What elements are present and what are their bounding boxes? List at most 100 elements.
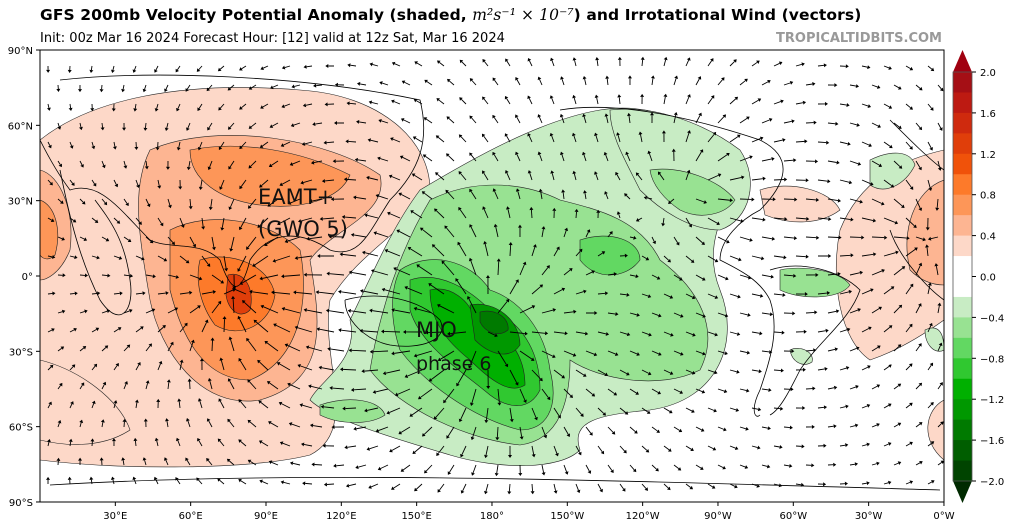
wind-vector <box>259 217 269 227</box>
wind-vector <box>358 121 367 124</box>
wind-vector <box>509 369 518 384</box>
wind-vector-head <box>78 126 83 131</box>
lon-tick-label: 120°W <box>626 511 660 522</box>
wind-vector-head <box>437 304 441 308</box>
wind-vector-head <box>868 143 872 147</box>
wind-vector-head <box>121 88 126 93</box>
wind-vector <box>663 255 670 261</box>
wind-vector <box>506 135 511 143</box>
wind-vector-head <box>447 78 451 83</box>
wind-vector <box>207 460 213 466</box>
wind-vector-head <box>218 398 222 402</box>
wind-vector <box>113 328 120 333</box>
wind-vector <box>659 173 665 181</box>
wind-vector <box>167 308 176 314</box>
wind-vector <box>607 464 613 471</box>
wind-vector <box>827 273 838 276</box>
wind-vector-head <box>940 460 944 464</box>
wind-vector-head <box>845 366 850 370</box>
wind-vector <box>303 443 313 447</box>
wind-vector <box>79 160 83 166</box>
wind-vector <box>422 229 433 238</box>
wind-vector-head <box>436 60 441 64</box>
wind-vector-head <box>350 232 355 237</box>
wind-vector <box>300 365 313 371</box>
wind-vector-head <box>156 398 161 402</box>
lon-tick-label: 120°E <box>326 511 356 522</box>
wind-vector-head <box>413 353 418 358</box>
wind-vector-head <box>880 201 885 206</box>
wind-vector <box>827 425 834 428</box>
wind-vector-head <box>389 448 393 453</box>
wind-vector <box>641 255 647 260</box>
wind-vector <box>616 174 621 181</box>
wind-vector-head <box>780 406 784 411</box>
wind-vector <box>517 191 521 200</box>
wind-vector-head <box>861 235 865 240</box>
wind-vector <box>553 407 560 417</box>
wind-vector-head <box>198 186 203 190</box>
wind-vector <box>729 255 739 260</box>
wind-vector-head <box>289 461 294 466</box>
wind-vector <box>751 217 763 221</box>
wind-vector-head <box>329 386 333 391</box>
wind-vector-head <box>675 241 680 246</box>
wind-vector <box>707 174 719 181</box>
wind-vector-head <box>737 294 741 299</box>
wind-vector-head <box>347 63 351 68</box>
wind-vector-head <box>164 457 168 461</box>
wind-vector <box>179 255 188 262</box>
wind-vector <box>531 407 537 418</box>
wind-vector <box>145 122 147 128</box>
wind-vector-head <box>688 223 692 228</box>
wind-vector <box>717 274 727 279</box>
wind-vector-head <box>237 268 241 272</box>
wind-vector-head <box>62 273 66 278</box>
wind-vector-head <box>270 85 274 90</box>
wind-vector-head <box>504 133 509 137</box>
wind-vector-head <box>153 476 158 481</box>
wind-vector <box>541 388 549 398</box>
wind-vector-head <box>456 382 460 387</box>
wind-vector <box>575 407 583 415</box>
wind-vector-head <box>257 359 261 364</box>
wind-vector <box>266 236 279 245</box>
wind-vector-head <box>51 255 56 259</box>
wind-vector-head <box>220 280 224 284</box>
wind-vector <box>69 441 72 447</box>
wind-vector <box>629 350 638 355</box>
wind-vector-head <box>170 341 174 346</box>
wind-vector-head <box>115 362 119 367</box>
wind-vector-head <box>658 313 662 318</box>
wind-vector <box>208 84 213 90</box>
wind-vector <box>380 464 389 469</box>
wind-vector <box>729 176 742 181</box>
wind-vector-head <box>253 319 258 324</box>
wind-vector-head <box>368 485 372 489</box>
wind-vector <box>519 264 525 276</box>
wind-vector <box>166 122 169 129</box>
wind-vector-head <box>413 98 418 103</box>
wind-vector-head <box>937 302 942 306</box>
lat-tick-label: 90°N <box>8 46 33 57</box>
wind-vector <box>618 97 621 105</box>
wind-vector-head <box>179 359 184 363</box>
wind-vector-head <box>264 340 269 345</box>
wind-vector <box>297 255 313 259</box>
wind-vector-head <box>876 461 880 466</box>
wind-vector <box>739 312 748 316</box>
wind-vector-head <box>925 227 930 231</box>
wind-vector-head <box>436 452 440 456</box>
wind-vector <box>761 119 770 124</box>
wind-vector-head <box>576 489 581 494</box>
wind-vector <box>294 84 301 87</box>
wind-vector <box>729 217 741 222</box>
lon-tick-label: 30°E <box>103 511 127 522</box>
wind-vector-head <box>328 234 332 239</box>
wind-vector-head <box>908 363 913 367</box>
wind-vector <box>435 210 445 219</box>
wind-vector <box>817 179 828 182</box>
wind-vector-head <box>811 463 815 468</box>
wind-vector <box>291 423 301 428</box>
wind-vector <box>381 120 389 124</box>
